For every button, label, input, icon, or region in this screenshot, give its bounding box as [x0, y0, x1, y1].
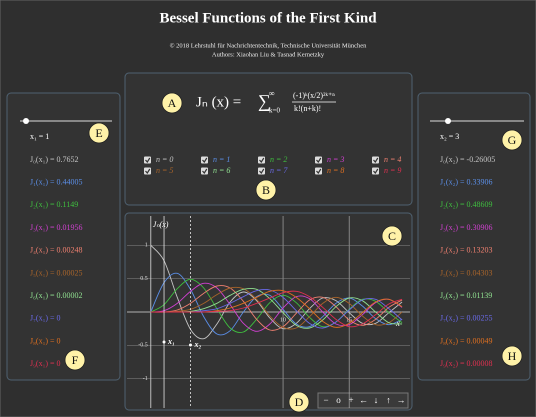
- checkbox-label: n = 0: [156, 155, 173, 164]
- checkbox-label: n = 9: [384, 166, 401, 175]
- bessel-value: J₃(x₁) = 0.01956: [30, 223, 83, 232]
- toolbar-button[interactable]: →: [397, 395, 406, 405]
- toolbar-button[interactable]: +: [348, 395, 353, 405]
- y-tick-label: -0.5: [138, 343, 148, 349]
- annotation-letter: C: [388, 229, 396, 243]
- checkbox-label: n = 3: [327, 155, 344, 164]
- formula-panel: [124, 72, 413, 206]
- checkmark: [259, 157, 265, 163]
- toolbar-button[interactable]: ↑: [386, 395, 391, 405]
- checkbox-label: n = 6: [213, 166, 230, 175]
- annotation-letter: B: [262, 183, 270, 197]
- checkmark: [202, 168, 208, 174]
- checkbox-label: n = 5: [156, 166, 173, 175]
- checkmark: [316, 168, 322, 174]
- y-tick-label: -1: [143, 376, 148, 382]
- annotation-circle: [501, 345, 523, 367]
- checkmark: [373, 168, 379, 174]
- y-axis-label: Jₙ(x): [153, 220, 169, 229]
- annotation-circle: [381, 225, 403, 247]
- bessel-curve: [150, 245, 403, 340]
- authors: Authors: Xiaohan Liu & Tasnad Kernetzky: [212, 51, 325, 58]
- annotation-circle: [161, 92, 183, 114]
- toolbar-button[interactable]: ↓: [374, 395, 379, 405]
- formula-denominator: k!(n+k)!: [294, 104, 321, 113]
- bessel-value: J₅(x₂) = 0.04303: [440, 268, 493, 277]
- annotation-circle: [288, 391, 310, 413]
- annotation-circle: [88, 122, 110, 144]
- checkbox-label: n = 1: [213, 155, 230, 164]
- x-marker-label: x₂: [193, 340, 201, 349]
- plot-panel: [124, 212, 413, 411]
- formula-numerator: (-1)ᵏ(x/2)²ᵏ⁺ⁿ: [293, 91, 335, 100]
- x1-slider-handle[interactable]: [23, 118, 29, 124]
- checkmark: [373, 157, 379, 163]
- annotation-circle: [255, 179, 277, 201]
- annotation-letter: A: [168, 96, 177, 110]
- annotation-letter: D: [295, 395, 304, 409]
- x-axis-label: x: [395, 318, 400, 328]
- toolbar-button[interactable]: ←: [359, 395, 368, 405]
- bessel-value: J₀(x₁) = 0.7652: [30, 155, 79, 164]
- bessel-value: J₈(x₂) = 0.00049: [440, 336, 493, 345]
- x-value-label: x₂ = 3: [440, 132, 459, 141]
- formula-sum-lower: k=0: [269, 107, 280, 115]
- checkmark: [145, 168, 151, 174]
- x2-slider-handle[interactable]: [445, 118, 451, 124]
- toolbar-button[interactable]: −: [323, 395, 328, 405]
- bessel-value: J₁(x₁) = 0.44005: [30, 178, 83, 187]
- checkmark: [316, 157, 322, 163]
- annotation-letter: G: [508, 133, 517, 147]
- bessel-value: J₇(x₁) = 0: [30, 314, 61, 323]
- left-panel: [6, 92, 121, 381]
- formula-lhs: Jₙ (x) =: [196, 94, 241, 110]
- bessel-value: J₁(x₂) = 0.33906: [440, 178, 493, 187]
- bessel-value: J₉(x₂) = 0.00008: [440, 359, 493, 368]
- curves: [150, 245, 403, 340]
- toolbar-button[interactable]: o: [336, 395, 341, 405]
- x-marker-dot: [188, 343, 192, 347]
- bessel-value: J₂(x₁) = 0.1149: [30, 200, 78, 209]
- checkbox-label: n = 2: [270, 155, 287, 164]
- bessel-value: J₅(x₁) = 0.00025: [30, 268, 83, 277]
- annotation-letter: H: [508, 349, 517, 363]
- bessel-value: J₆(x₁) = 0.00002: [30, 291, 83, 300]
- bessel-value: J₃(x₂) = 0.30906: [440, 223, 493, 232]
- annotation-letter: E: [95, 126, 102, 140]
- bessel-value: J₉(x₁) = 0: [30, 359, 61, 368]
- bessel-value: J₂(x₂) = 0.48609: [440, 200, 493, 209]
- checkbox-label: n = 8: [327, 166, 344, 175]
- toolbar: [317, 392, 409, 409]
- x-value-label: x₁ = 1: [30, 132, 49, 141]
- formula-sum-upper: ∞: [269, 89, 275, 98]
- bessel-value: J₄(x₂) = 0.13203: [440, 246, 493, 255]
- bessel-curve: [150, 285, 403, 331]
- bessel-curve: [150, 272, 403, 336]
- bessel-value: J₆(x₂) = 0.01139: [440, 291, 492, 300]
- bessel-value: J₀(x₂) = -0.26005: [440, 155, 495, 164]
- y-tick-label: 0.5: [140, 276, 148, 282]
- annotation-circle: [501, 129, 523, 151]
- bessel-value: J₄(x₁) = 0.00248: [30, 246, 83, 255]
- x-tick-label: 10: [280, 317, 286, 323]
- annotation-letter: F: [72, 353, 79, 367]
- annotation-circle: [64, 349, 86, 371]
- bessel-curve: [150, 286, 403, 330]
- bessel-value: J₇(x₂) = 0.00255: [440, 314, 493, 323]
- checkbox-label: n = 7: [270, 166, 288, 175]
- copyright: © 2018 Lehrstuhl für Nachrichtentechnik,…: [170, 42, 368, 49]
- right-panel: [417, 92, 531, 381]
- checkmark: [145, 157, 151, 163]
- x-marker-dot: [162, 340, 166, 344]
- y-tick-label: 1: [145, 243, 148, 249]
- checkmark: [259, 168, 265, 174]
- title: Bessel Functions of the First Kind: [159, 10, 377, 26]
- formula-sum: ∑: [258, 91, 271, 111]
- checkmark: [202, 157, 208, 163]
- checkbox-label: n = 4: [384, 155, 401, 164]
- bessel-curve: [150, 290, 403, 328]
- bessel-value: J₈(x₁) = 0: [30, 336, 61, 345]
- x-marker-label: x₁: [167, 337, 175, 346]
